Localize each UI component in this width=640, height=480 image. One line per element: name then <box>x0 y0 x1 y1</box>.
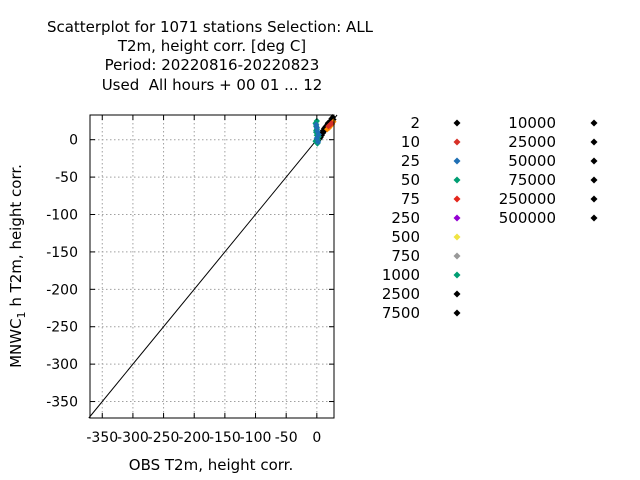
y-axis-label-rest: h T2m, height corr. <box>7 164 25 311</box>
identity-line <box>88 114 338 419</box>
legend-marker <box>453 309 461 317</box>
legend-label: 250000 <box>499 190 556 208</box>
y-axis-label: MNWC1 h T2m, height corr. <box>7 164 28 368</box>
legend-label: 2 <box>410 114 420 132</box>
plot-frame <box>89 114 335 419</box>
legend-label: 250 <box>391 209 420 227</box>
x-tick-label: -300 <box>117 430 149 446</box>
x-axis-label: OBS T2m, height corr. <box>129 456 293 474</box>
legend-label: 2500 <box>382 285 420 303</box>
title-line-3: Period: 20220816-20220823 <box>105 56 320 74</box>
title-line-1: Scatterplot for 1071 stations Selection:… <box>47 18 374 36</box>
y-tick-label: -50 <box>55 170 78 186</box>
y-tick-label: -100 <box>46 208 78 224</box>
legend-label: 7500 <box>382 304 420 322</box>
y-tick-label: -200 <box>46 282 78 298</box>
data-point <box>328 120 335 127</box>
legend-marker <box>590 214 598 222</box>
data-point <box>314 138 322 146</box>
legend-marker <box>453 271 461 279</box>
y-tick-label: 0 <box>69 133 78 149</box>
legend-marker <box>590 157 598 165</box>
data-point <box>315 131 322 138</box>
data-point <box>313 134 321 142</box>
legend-marker <box>453 157 461 165</box>
legend-label: 750 <box>391 247 420 265</box>
legend-marker <box>590 195 598 203</box>
legend-label: 75000 <box>508 171 556 189</box>
y-axis-ticks: 0 -50 -100 -150 -200 -250 -300 -350 <box>46 133 334 411</box>
legend-label: 50 <box>401 171 420 189</box>
x-tick-label: -200 <box>178 430 210 446</box>
legend-marker <box>453 252 461 260</box>
x-tick-label: 0 <box>312 430 321 446</box>
legend-label: 500000 <box>499 209 556 227</box>
legend-marker <box>590 176 598 184</box>
chart-title: Scatterplot for 1071 stations Selection:… <box>47 18 374 94</box>
title-line-4: Used All hours + 00 01 ... 12 <box>102 76 323 94</box>
x-tick-label: -50 <box>275 430 298 446</box>
x-tick-label: -250 <box>148 430 180 446</box>
legend-label: 25 <box>401 152 420 170</box>
legend-label: 1000 <box>382 266 420 284</box>
legend-marker <box>453 290 461 298</box>
y-tick-label: -250 <box>46 320 78 336</box>
x-tick-label: -150 <box>209 430 241 446</box>
x-tick-label: -350 <box>86 430 118 446</box>
data-point <box>314 128 321 135</box>
legend-label: 10 <box>401 133 420 151</box>
y-tick-label: -350 <box>46 395 78 411</box>
y-tick-label: -150 <box>46 245 78 261</box>
legend-label: 75 <box>401 190 420 208</box>
legend: 2102550752505007501000250075001000025000… <box>382 114 598 322</box>
identity-line-segment <box>88 114 338 419</box>
legend-marker <box>453 195 461 203</box>
legend-marker <box>453 176 461 184</box>
legend-marker <box>453 138 461 146</box>
legend-label: 10000 <box>508 114 556 132</box>
legend-label: 50000 <box>508 152 556 170</box>
legend-label: 25000 <box>508 133 556 151</box>
data-points <box>312 114 337 147</box>
x-tick-label: -100 <box>240 430 272 446</box>
title-line-2: T2m, height corr. [deg C] <box>117 37 306 55</box>
y-axis-label-subscript: 1 <box>15 311 28 318</box>
legend-marker <box>590 138 598 146</box>
y-axis-label-main: MNWC <box>7 318 25 367</box>
y-tick-label: -300 <box>46 357 78 373</box>
data-point <box>330 118 337 125</box>
legend-marker <box>453 214 461 222</box>
grid-lines <box>90 115 334 418</box>
legend-marker <box>453 119 461 127</box>
legend-marker <box>590 119 598 127</box>
x-axis-ticks: -350-300-250-200-150-100 -50 0 <box>86 115 321 446</box>
legend-marker <box>453 233 461 241</box>
legend-label: 500 <box>391 228 420 246</box>
